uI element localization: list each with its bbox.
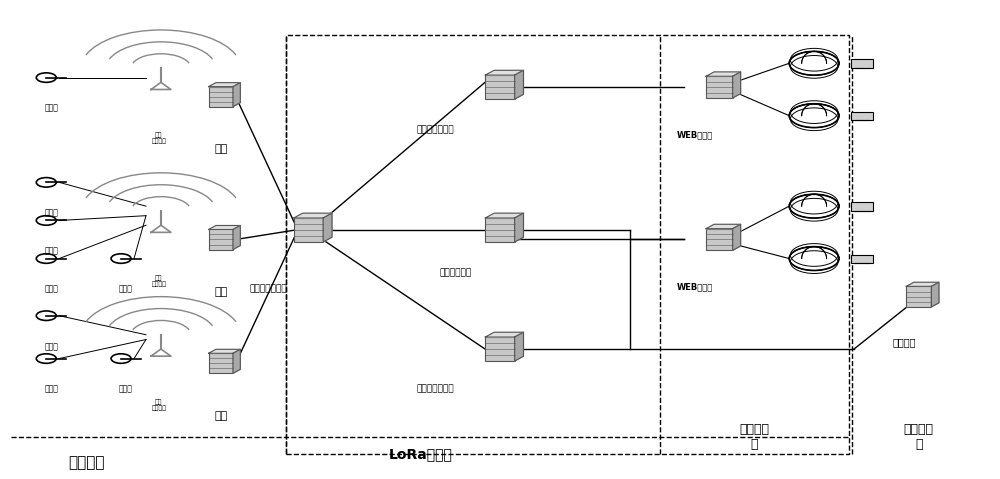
Circle shape — [36, 178, 56, 187]
Polygon shape — [151, 225, 171, 232]
Polygon shape — [906, 282, 939, 286]
Text: 传感器: 传感器 — [119, 285, 133, 294]
Text: 普通类应
用: 普通类应 用 — [739, 423, 769, 451]
Polygon shape — [706, 72, 741, 76]
Text: 传感器: 传感器 — [44, 385, 58, 394]
Polygon shape — [209, 226, 240, 229]
Polygon shape — [485, 213, 523, 218]
Text: 网关: 网关 — [214, 144, 227, 154]
Bar — [286, 34, 849, 454]
Circle shape — [789, 104, 839, 127]
Text: LoRa核心网: LoRa核心网 — [388, 447, 452, 461]
Text: 管理类应
用: 管理类应 用 — [904, 423, 934, 451]
Circle shape — [36, 354, 56, 363]
Text: 数据库服务器: 数据库服务器 — [439, 268, 471, 277]
Circle shape — [36, 311, 56, 320]
Text: 传感器: 传感器 — [44, 342, 58, 351]
Polygon shape — [151, 82, 171, 90]
Circle shape — [111, 354, 131, 363]
FancyBboxPatch shape — [485, 337, 515, 361]
Text: WEB服务器: WEB服务器 — [676, 282, 713, 291]
Text: 管理终端: 管理终端 — [892, 337, 916, 347]
Text: 传感器: 传感器 — [44, 285, 58, 294]
Circle shape — [789, 247, 839, 271]
Polygon shape — [323, 213, 332, 242]
Text: 传感器: 传感器 — [44, 247, 58, 256]
Polygon shape — [733, 224, 741, 251]
Text: 传感器: 传感器 — [119, 385, 133, 394]
FancyBboxPatch shape — [851, 59, 873, 68]
FancyBboxPatch shape — [209, 229, 233, 250]
Polygon shape — [931, 282, 939, 307]
Polygon shape — [209, 83, 240, 87]
Polygon shape — [233, 226, 240, 250]
Circle shape — [36, 73, 56, 82]
Polygon shape — [233, 349, 240, 373]
Circle shape — [36, 254, 56, 263]
Polygon shape — [706, 224, 741, 228]
Polygon shape — [515, 70, 523, 99]
Polygon shape — [485, 332, 523, 337]
Polygon shape — [294, 213, 332, 218]
Text: 数据分发服务器: 数据分发服务器 — [250, 285, 287, 294]
FancyBboxPatch shape — [485, 75, 515, 99]
FancyBboxPatch shape — [851, 255, 873, 263]
Text: 网关
射频模块: 网关 射频模块 — [151, 399, 166, 411]
Text: 网络管理服务器: 网络管理服务器 — [416, 385, 454, 394]
FancyBboxPatch shape — [706, 76, 733, 98]
Text: 传感器: 传感器 — [44, 208, 58, 217]
Circle shape — [789, 51, 839, 75]
Text: 网关
射频模块: 网关 射频模块 — [151, 132, 166, 144]
Circle shape — [789, 194, 839, 218]
FancyBboxPatch shape — [906, 286, 931, 307]
Text: 网关: 网关 — [214, 287, 227, 297]
Polygon shape — [733, 72, 741, 98]
FancyBboxPatch shape — [706, 228, 733, 251]
Text: WEB服务器: WEB服务器 — [676, 130, 713, 139]
Polygon shape — [515, 213, 523, 242]
Text: 网关: 网关 — [214, 411, 227, 421]
Polygon shape — [151, 349, 171, 356]
Text: 应用管理服务器: 应用管理服务器 — [416, 125, 454, 134]
Circle shape — [36, 216, 56, 225]
FancyBboxPatch shape — [294, 218, 323, 242]
FancyBboxPatch shape — [485, 218, 515, 242]
Polygon shape — [485, 70, 523, 75]
FancyBboxPatch shape — [209, 87, 233, 107]
Text: 传感器: 传感器 — [44, 104, 58, 113]
Polygon shape — [209, 349, 240, 354]
FancyBboxPatch shape — [851, 112, 873, 120]
Polygon shape — [515, 332, 523, 361]
Text: 无线接口: 无线接口 — [68, 456, 104, 470]
FancyBboxPatch shape — [851, 202, 873, 211]
Polygon shape — [233, 83, 240, 107]
FancyBboxPatch shape — [209, 354, 233, 373]
Circle shape — [111, 254, 131, 263]
Text: 网关
射频模块: 网关 射频模块 — [151, 275, 166, 287]
